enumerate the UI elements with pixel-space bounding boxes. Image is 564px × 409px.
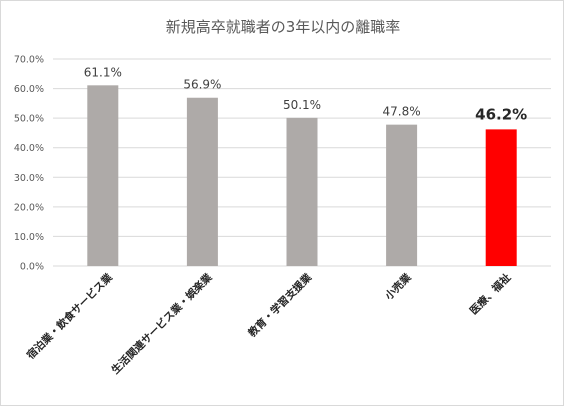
x-tick-label: 小売業 [382, 271, 415, 304]
x-tick-label: 医療、福祉 [467, 271, 514, 318]
data-label: 56.9% [183, 78, 221, 92]
y-tick-label: 50.0% [14, 114, 44, 125]
data-label: 46.2% [475, 105, 527, 123]
x-tick-label: 宿泊業・飲食サービス業 [24, 271, 115, 362]
bar [386, 124, 418, 266]
y-tick-label: 20.0% [14, 202, 44, 213]
data-labels: 61.1% 56.9% 50.1% 47.8% 46.2% [84, 65, 527, 123]
data-label: 50.1% [283, 98, 321, 112]
bar-highlight [485, 129, 517, 266]
y-tick-label: 10.0% [14, 232, 44, 243]
y-tick-label: 60.0% [14, 84, 44, 95]
data-label: 61.1% [84, 65, 122, 79]
data-label: 47.8% [383, 105, 421, 119]
bars [87, 85, 517, 267]
y-axis: 0.0% 10.0% 20.0% 30.0% 40.0% 50.0% 60.0% 70.0% [14, 55, 44, 273]
chart-title: 新規高卒就職者の3年以内の離職率 [166, 18, 401, 36]
y-tick-label: 0.0% [20, 262, 44, 273]
bar [87, 85, 119, 266]
y-tick-label: 70.0% [14, 55, 44, 66]
bar [186, 97, 218, 266]
y-tick-label: 40.0% [14, 143, 44, 154]
x-tick-label: 教育・学習支援業 [245, 271, 315, 341]
x-tick-label: 生活関連サービス業・娯楽業 [109, 271, 215, 377]
bar [286, 117, 318, 267]
y-tick-label: 30.0% [14, 173, 44, 184]
